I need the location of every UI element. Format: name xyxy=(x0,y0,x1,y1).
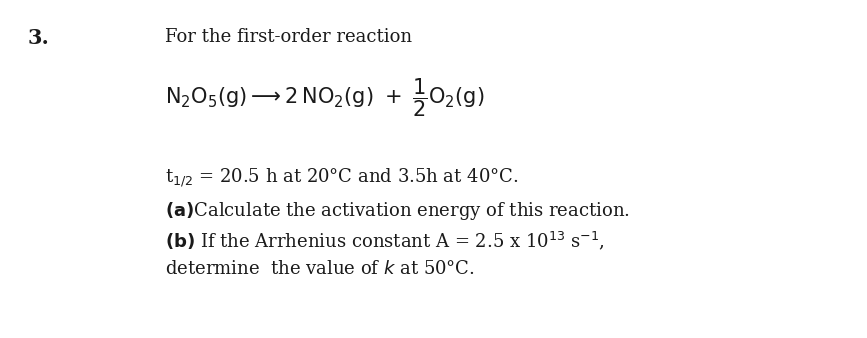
Text: $\mathbf{(a)}$Calculate the activation energy of this reaction.: $\mathbf{(a)}$Calculate the activation e… xyxy=(165,200,630,222)
Text: t$_{1/2}$ = 20.5 h at 20°C and 3.5h at 40°C.: t$_{1/2}$ = 20.5 h at 20°C and 3.5h at 4… xyxy=(165,166,518,189)
Text: 3.: 3. xyxy=(28,28,50,48)
Text: $\mathrm{N_2O_5(g)} \longrightarrow \mathrm{2\,NO_2(g)}\ +\ \dfrac{1}{2}\mathrm{: $\mathrm{N_2O_5(g)} \longrightarrow \mat… xyxy=(165,77,485,119)
Text: For the first-order reaction: For the first-order reaction xyxy=(165,28,412,46)
Text: $\mathbf{(b)}$ If the Arrhenius constant A = 2.5 x 10$^{13}$ s$^{-1}$,: $\mathbf{(b)}$ If the Arrhenius constant… xyxy=(165,230,605,252)
Text: determine  the value of $k$ at 50°C.: determine the value of $k$ at 50°C. xyxy=(165,260,475,278)
